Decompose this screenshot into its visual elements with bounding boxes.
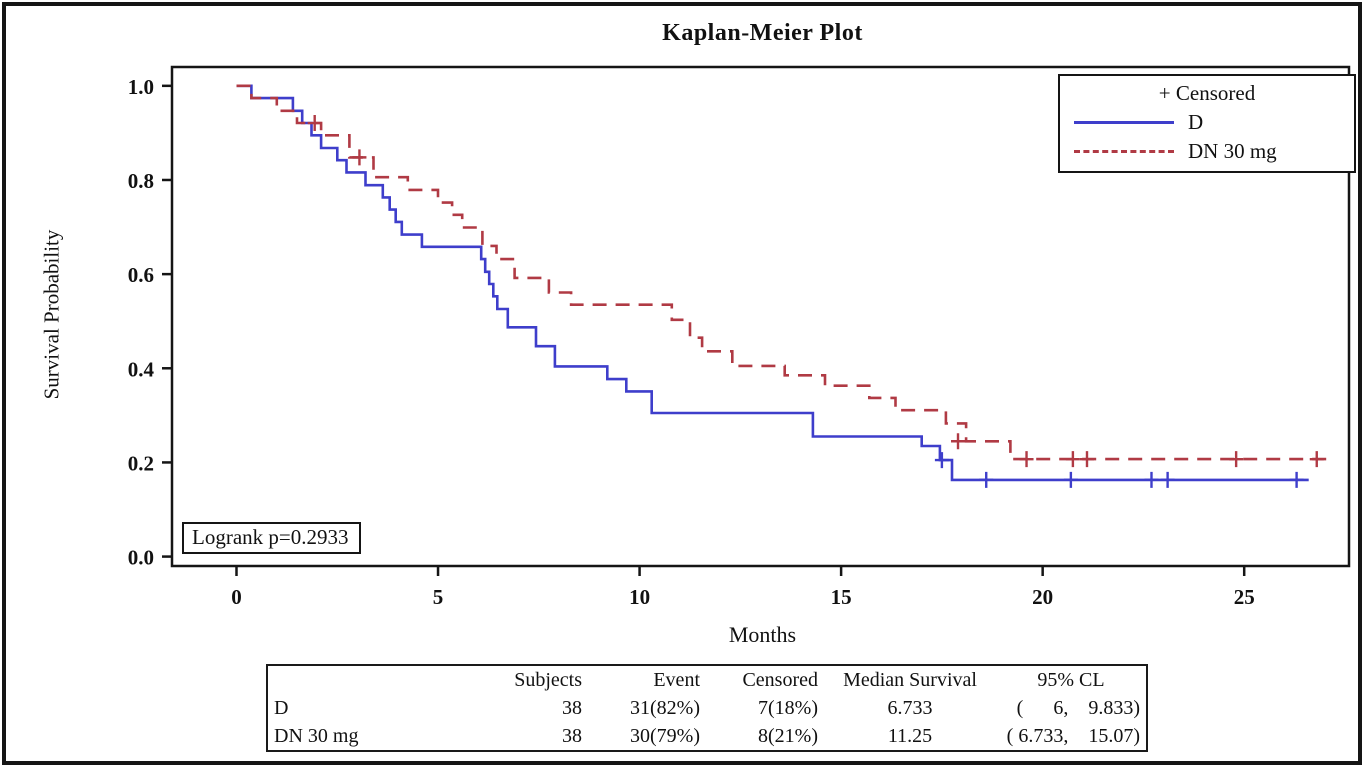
censored-mark-icon	[1019, 451, 1034, 468]
censored-mark-icon	[307, 115, 322, 132]
censored-mark-icon	[352, 149, 367, 166]
censored-plus-icon-label: + Censored	[1158, 81, 1256, 105]
summary-cell: 6.733	[887, 697, 933, 719]
summary-cell: D	[274, 697, 289, 719]
plot-frame	[170, 65, 1351, 568]
summary-data-row: D 38 31(82%) 7(18%) 6.733 ( 6, 9.833)	[267, 694, 1147, 722]
summary-cell: 11.25	[887, 725, 933, 747]
summary-header-row: Subjects Event Censored Median Survival 95% …	[267, 665, 1147, 694]
x-axis-label: Months	[728, 622, 797, 647]
survival-curve-dn-30-mg	[236, 84, 1333, 461]
survival-curve-d	[236, 84, 1309, 482]
y-tick-label: 0.4	[128, 357, 155, 381]
y-axis-label: Survival Probability	[39, 229, 64, 400]
d-line-swatch-icon	[1074, 121, 1174, 124]
y-tick-label: 0.2	[128, 451, 154, 475]
legend-entry-dn30: DN 30 mg	[1066, 137, 1348, 166]
summary-header-cell: Median Survival	[843, 669, 977, 691]
summary-cell: 31(82%)	[630, 697, 700, 719]
x-tick-label: 10	[629, 585, 650, 609]
y-tick-label: 0.0	[128, 546, 154, 570]
x-tick-label: 15	[831, 585, 852, 609]
summary-cell: DN 30 mg	[274, 725, 359, 747]
legend-entry-d: D	[1066, 108, 1348, 137]
legend-box: + Censored D DN 30 mg	[1058, 74, 1356, 173]
km-plot-canvas: 0 5 10 15 20 25 0.0 0.2 0.4 0.6 0.8 1.0	[128, 65, 1351, 609]
summary-header-cell: Censored	[742, 669, 818, 691]
summary-data-row: DN 30 mg 38 30(79%) 8(21%) 11.25 ( 6.733, 15.…	[267, 722, 1147, 751]
x-tick-label: 25	[1234, 585, 1255, 609]
censored-mark-icon	[951, 433, 966, 450]
censored-mark-icon	[934, 452, 949, 469]
summary-cell: 38	[562, 697, 582, 719]
summary-cell: ( 6.733, 15.07)	[1006, 725, 1140, 747]
legend-entry-censored: + Censored	[1066, 79, 1348, 108]
censored-mark-icon	[979, 471, 994, 488]
survival-summary-table: Subjects Event Censored Median Survival 95% …	[266, 664, 1148, 752]
x-tick-label: 5	[433, 585, 444, 609]
y-tick-label: 0.8	[128, 169, 154, 193]
summary-cell: 38	[562, 725, 582, 747]
legend-label-d: D	[1188, 110, 1204, 134]
chart-title: Kaplan-Meier Plot	[662, 20, 863, 46]
censored-mark-icon	[1309, 451, 1324, 468]
censored-mark-icon	[1080, 451, 1094, 468]
censored-mark-icon	[1229, 451, 1244, 468]
x-tick-label: 0	[231, 585, 242, 609]
legend-label-dn30: DN 30 mg	[1188, 139, 1277, 163]
summary-header-cell: 95% CL	[1037, 669, 1105, 691]
survival-summary-table-wrap: Subjects Event Censored Median Survival 95% …	[266, 664, 1148, 752]
y-tick-label: 0.6	[128, 263, 154, 287]
censored-mark-icon	[1144, 471, 1159, 488]
y-tick-label: 1.0	[128, 75, 154, 99]
censored-mark-icon	[1063, 471, 1078, 488]
x-tick-label: 20	[1032, 585, 1053, 609]
summary-header-cell	[267, 665, 490, 694]
summary-cell: 8(21%)	[758, 725, 818, 747]
censored-mark-icon	[1289, 471, 1304, 488]
summary-cell: 7(18%)	[758, 697, 818, 719]
summary-cell: 30(79%)	[630, 725, 700, 747]
censored-mark-icon	[1160, 471, 1175, 488]
summary-cell: ( 6, 9.833)	[1016, 697, 1140, 719]
logrank-annotation: Logrank p=0.2933	[182, 522, 361, 554]
summary-header-cell: Subjects	[514, 669, 582, 691]
censored-mark-icon	[1065, 451, 1080, 468]
summary-header-cell: Event	[653, 669, 700, 691]
dn30-line-swatch-icon	[1074, 150, 1174, 153]
